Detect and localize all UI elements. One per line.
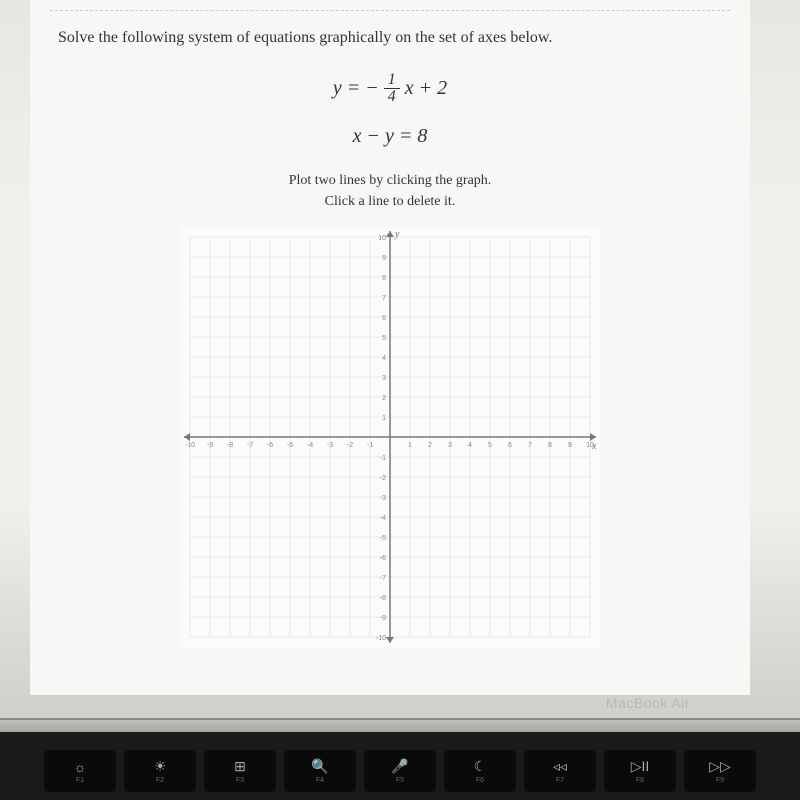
graph-svg[interactable]: xy-10-9-8-7-6-5-4-3-2-112345678910-10-9-…	[180, 227, 600, 647]
svg-text:-3: -3	[380, 495, 386, 502]
svg-text:1: 1	[408, 442, 412, 449]
worksheet-card: Solve the following system of equations …	[30, 0, 750, 695]
key-label: F8	[636, 777, 644, 784]
svg-text:-10: -10	[185, 442, 195, 449]
graph-container: xy-10-9-8-7-6-5-4-3-2-112345678910-10-9-…	[30, 227, 750, 647]
eq1-numerator: 1	[384, 72, 400, 89]
svg-text:4: 4	[468, 442, 472, 449]
svg-text:6: 6	[382, 315, 386, 322]
svg-text:y: y	[394, 229, 400, 240]
function-key: ☾ F6	[444, 750, 516, 792]
svg-text:10: 10	[378, 235, 386, 242]
screen-area: Solve the following system of equations …	[0, 0, 800, 720]
key-label: F7	[556, 777, 564, 784]
svg-text:1: 1	[382, 415, 386, 422]
svg-text:-5: -5	[287, 442, 293, 449]
svg-text:-8: -8	[380, 595, 386, 602]
function-key: 🔍 F4	[284, 750, 356, 792]
svg-text:-7: -7	[380, 575, 386, 582]
svg-text:8: 8	[548, 442, 552, 449]
svg-text:7: 7	[382, 295, 386, 302]
key-label: F1	[76, 777, 84, 784]
svg-text:-1: -1	[380, 455, 386, 462]
svg-text:9: 9	[382, 255, 386, 262]
eq1-prefix: y = −	[333, 77, 379, 100]
svg-text:-4: -4	[307, 442, 313, 449]
svg-text:3: 3	[448, 442, 452, 449]
key-label: F4	[316, 777, 324, 784]
svg-text:-3: -3	[327, 442, 333, 449]
svg-text:2: 2	[428, 442, 432, 449]
svg-text:-4: -4	[380, 515, 386, 522]
key-label: F6	[476, 777, 484, 784]
svg-text:-8: -8	[227, 442, 233, 449]
instr-line-1: Plot two lines by clicking the graph.	[30, 170, 750, 191]
key-glyph: ☾	[474, 758, 487, 775]
key-label: F3	[236, 777, 244, 784]
equation-1: y = − 1 4 x + 2	[333, 72, 447, 105]
question-text: Solve the following system of equations …	[58, 29, 722, 47]
svg-text:-2: -2	[380, 475, 386, 482]
eq1-denominator: 4	[384, 89, 400, 105]
function-key: ⊞ F3	[204, 750, 276, 792]
svg-text:-2: -2	[347, 442, 353, 449]
key-label: F9	[716, 777, 724, 784]
key-glyph: 🔍	[311, 758, 328, 775]
svg-text:-5: -5	[380, 535, 386, 542]
svg-text:8: 8	[382, 275, 386, 282]
equation-2: x − y = 8	[353, 125, 428, 148]
function-key: ▷▷ F9	[684, 750, 756, 792]
key-label: F5	[396, 777, 404, 784]
key-glyph: ☀	[154, 758, 167, 775]
svg-text:-1: -1	[367, 442, 373, 449]
svg-text:5: 5	[382, 335, 386, 342]
svg-text:-9: -9	[380, 615, 386, 622]
eq1-suffix: x + 2	[405, 77, 447, 100]
svg-text:-6: -6	[380, 555, 386, 562]
svg-text:2: 2	[382, 395, 386, 402]
key-glyph: ☼	[74, 759, 87, 775]
coordinate-graph[interactable]: xy-10-9-8-7-6-5-4-3-2-112345678910-10-9-…	[180, 227, 600, 647]
divider	[50, 10, 730, 11]
svg-text:4: 4	[382, 355, 386, 362]
function-key: ◃◃ F7	[524, 750, 596, 792]
svg-text:-9: -9	[207, 442, 213, 449]
key-glyph: ▷II	[631, 758, 650, 775]
function-key: ☼ F1	[44, 750, 116, 792]
svg-text:9: 9	[568, 442, 572, 449]
key-glyph: 🎤	[391, 758, 408, 775]
equations-block: y = − 1 4 x + 2 x − y = 8	[30, 72, 750, 148]
svg-text:6: 6	[508, 442, 512, 449]
eq1-fraction: 1 4	[384, 72, 400, 105]
laptop-brand-label: MacBook Air	[606, 695, 690, 711]
svg-text:-6: -6	[267, 442, 273, 449]
instr-line-2: Click a line to delete it.	[30, 191, 750, 212]
function-key: 🎤 F5	[364, 750, 436, 792]
instructions: Plot two lines by clicking the graph. Cl…	[30, 170, 750, 212]
key-glyph: ⊞	[234, 758, 246, 775]
svg-text:7: 7	[528, 442, 532, 449]
key-label: F2	[156, 777, 164, 784]
svg-text:-10: -10	[376, 635, 386, 642]
key-glyph: ▷▷	[709, 758, 731, 775]
svg-text:-7: -7	[247, 442, 253, 449]
function-key: ▷II F8	[604, 750, 676, 792]
function-key: ☀ F2	[124, 750, 196, 792]
laptop-bezel	[0, 720, 800, 732]
svg-text:10: 10	[586, 442, 594, 449]
key-glyph: ◃◃	[553, 758, 567, 775]
svg-text:3: 3	[382, 375, 386, 382]
keyboard-row: ☼ F1 ☀ F2 ⊞ F3 🔍 F4 🎤 F5 ☾ F6 ◃◃ F7 ▷II F8 ▷▷ F9	[0, 732, 800, 800]
svg-text:5: 5	[488, 442, 492, 449]
